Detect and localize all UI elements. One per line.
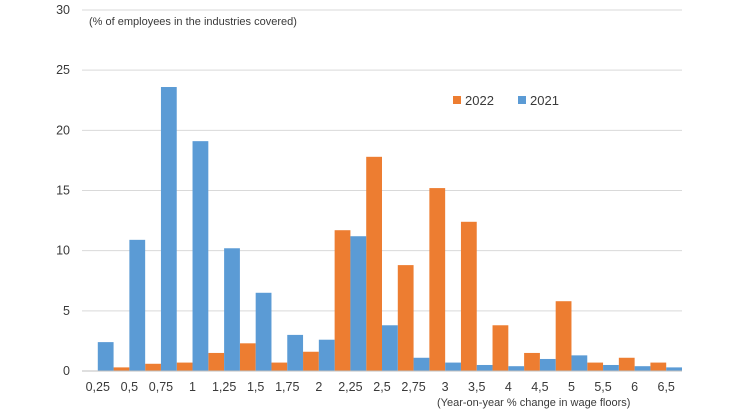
- bar-2021-0,5: [129, 239, 146, 371]
- bar-2022-1,5: [239, 343, 256, 371]
- bar-2021-2: [318, 339, 335, 371]
- bar-2022-6,5: [650, 362, 667, 371]
- x-tick-label: 0,75: [149, 380, 173, 394]
- x-tick-label: 3: [442, 380, 449, 394]
- bar-2022-0,5: [113, 367, 130, 371]
- y-axis-annotation: (% of employees in the industries covere…: [89, 16, 297, 28]
- y-tick-label: 20: [56, 123, 70, 137]
- bars: [97, 87, 682, 371]
- bar-2021-3,5: [476, 364, 493, 371]
- x-tick-label: 1,5: [247, 380, 264, 394]
- bar-2021-2,5: [382, 325, 398, 371]
- x-tick-label: 5: [568, 380, 575, 394]
- bar-2021-1: [192, 141, 209, 371]
- x-tick-label: 0,25: [86, 380, 110, 394]
- bar-2021-0,75: [160, 87, 177, 371]
- bar-2022-2: [303, 351, 319, 371]
- x-tick-label: 2: [315, 380, 322, 394]
- bar-2022-1: [176, 362, 193, 371]
- bar-2021-6: [634, 366, 651, 371]
- bar-2022-2,25: [334, 230, 351, 371]
- legend-swatch-2021: [518, 96, 526, 104]
- x-tick-label: 4,5: [531, 380, 548, 394]
- bar-2021-4,5: [539, 358, 556, 371]
- x-tick-label: 1,25: [212, 380, 236, 394]
- x-tick-label: 2,5: [373, 380, 390, 394]
- bar-2022-5: [555, 301, 572, 371]
- bar-2021-0,25: [97, 342, 114, 371]
- legend-label-2021: 2021: [530, 93, 559, 108]
- bar-2021-5,5: [603, 364, 619, 371]
- bar-2022-2,75: [397, 265, 414, 371]
- bar-2021-2,25: [350, 236, 367, 371]
- bar-2021-4: [508, 366, 525, 371]
- bar-2022-1,25: [208, 352, 225, 371]
- x-tick-label: 6,5: [658, 380, 675, 394]
- bar-2022-1,75: [271, 362, 288, 371]
- bar-2022-3: [429, 188, 446, 371]
- x-tick-label: 5,5: [594, 380, 611, 394]
- y-tick-label: 0: [63, 364, 70, 378]
- x-tick-label: 6: [631, 380, 638, 394]
- bar-2022-6: [618, 357, 635, 371]
- x-tick-label: 2,25: [338, 380, 362, 394]
- bar-2022-2,5: [366, 156, 382, 371]
- x-tick-label: 2,75: [401, 380, 425, 394]
- y-tick-labels: 0 5 10 15 20 25 30: [56, 3, 70, 378]
- x-tick-label: 3,5: [468, 380, 485, 394]
- bar-2021-1,25: [224, 248, 240, 371]
- bar-2021-5: [571, 355, 588, 371]
- y-tick-label: 15: [56, 184, 70, 198]
- legend: 2022 2021: [453, 93, 559, 108]
- bar-2021-3: [445, 362, 461, 371]
- y-tick-label: 5: [63, 304, 70, 318]
- x-tick-label: 4: [505, 380, 512, 394]
- bar-2021-1,75: [287, 334, 304, 371]
- bar-2022-0,75: [145, 363, 161, 371]
- bar-2022-4,5: [524, 352, 540, 371]
- y-tick-label: 30: [56, 3, 70, 17]
- x-tick-label: 0,5: [121, 380, 138, 394]
- legend-swatch-2022: [453, 96, 461, 104]
- x-tick-label: 1: [189, 380, 196, 394]
- x-axis-annotation: (Year-on-year % change in wage floors): [437, 397, 630, 409]
- bar-2022-4: [492, 325, 509, 371]
- x-tick-label: 1,75: [275, 380, 299, 394]
- y-tick-label: 25: [56, 63, 70, 77]
- bar-2022-5,5: [587, 362, 604, 371]
- y-tick-label: 10: [56, 244, 70, 258]
- bar-2021-2,75: [413, 357, 430, 371]
- bar-2021-6,5: [666, 367, 682, 371]
- bar-2022-3,5: [460, 221, 477, 371]
- bar-2021-1,5: [255, 292, 272, 371]
- x-tick-labels: 0,25 0,5 0,75 1 1,25 1,5 1,75 2 2,25 2,5 2,75 3 3,5 4…: [86, 380, 675, 394]
- legend-label-2022: 2022: [465, 93, 494, 108]
